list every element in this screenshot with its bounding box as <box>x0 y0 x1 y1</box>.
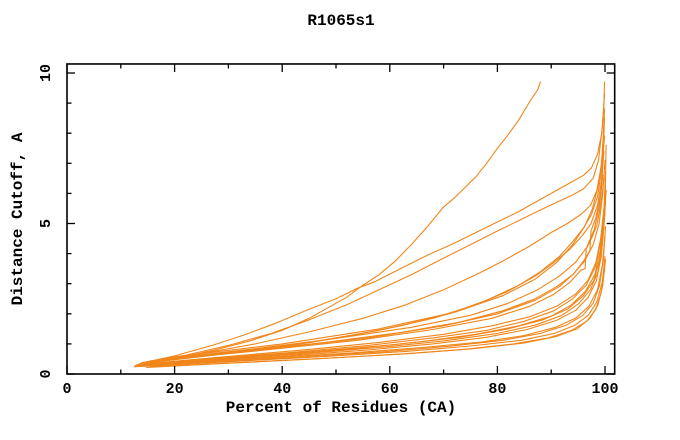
x-axis-label: Percent of Residues (CA) <box>226 399 456 417</box>
model-curve <box>142 198 607 366</box>
model-curve <box>141 93 606 364</box>
model-curve <box>140 225 607 368</box>
model-curve <box>147 129 605 363</box>
x-tick-label: 100 <box>591 381 618 398</box>
model-curve <box>152 259 607 368</box>
y-tick-label: 0 <box>38 369 55 378</box>
model-curve <box>137 171 607 366</box>
model-curve <box>136 189 607 367</box>
model-curve <box>135 81 541 366</box>
ticks-layer <box>66 63 615 375</box>
y-tick-label: 5 <box>38 219 55 228</box>
model-curve <box>139 81 606 365</box>
model-curve <box>165 117 606 360</box>
chart-title: R1065s1 <box>307 12 374 30</box>
model-curve <box>139 144 607 367</box>
model-curve <box>148 256 606 367</box>
y-axis-label: Distance Cutoff, A <box>9 132 27 305</box>
x-tick-label: 80 <box>488 381 506 398</box>
model-curve <box>168 108 606 358</box>
model-curve <box>157 174 604 361</box>
x-tick-label: 40 <box>273 381 291 398</box>
model-curve <box>160 177 605 361</box>
plot-frame <box>66 63 616 375</box>
x-tick-label: 60 <box>381 381 399 398</box>
y-tick-label: 10 <box>38 64 55 82</box>
tick-labels-layer: 0 20 40 60 80 100 0 5 10 <box>38 64 619 398</box>
plot-frame-layer <box>66 63 616 375</box>
x-tick-label: 0 <box>62 381 71 398</box>
curves-layer <box>133 81 607 368</box>
x-tick-label: 20 <box>166 381 184 398</box>
